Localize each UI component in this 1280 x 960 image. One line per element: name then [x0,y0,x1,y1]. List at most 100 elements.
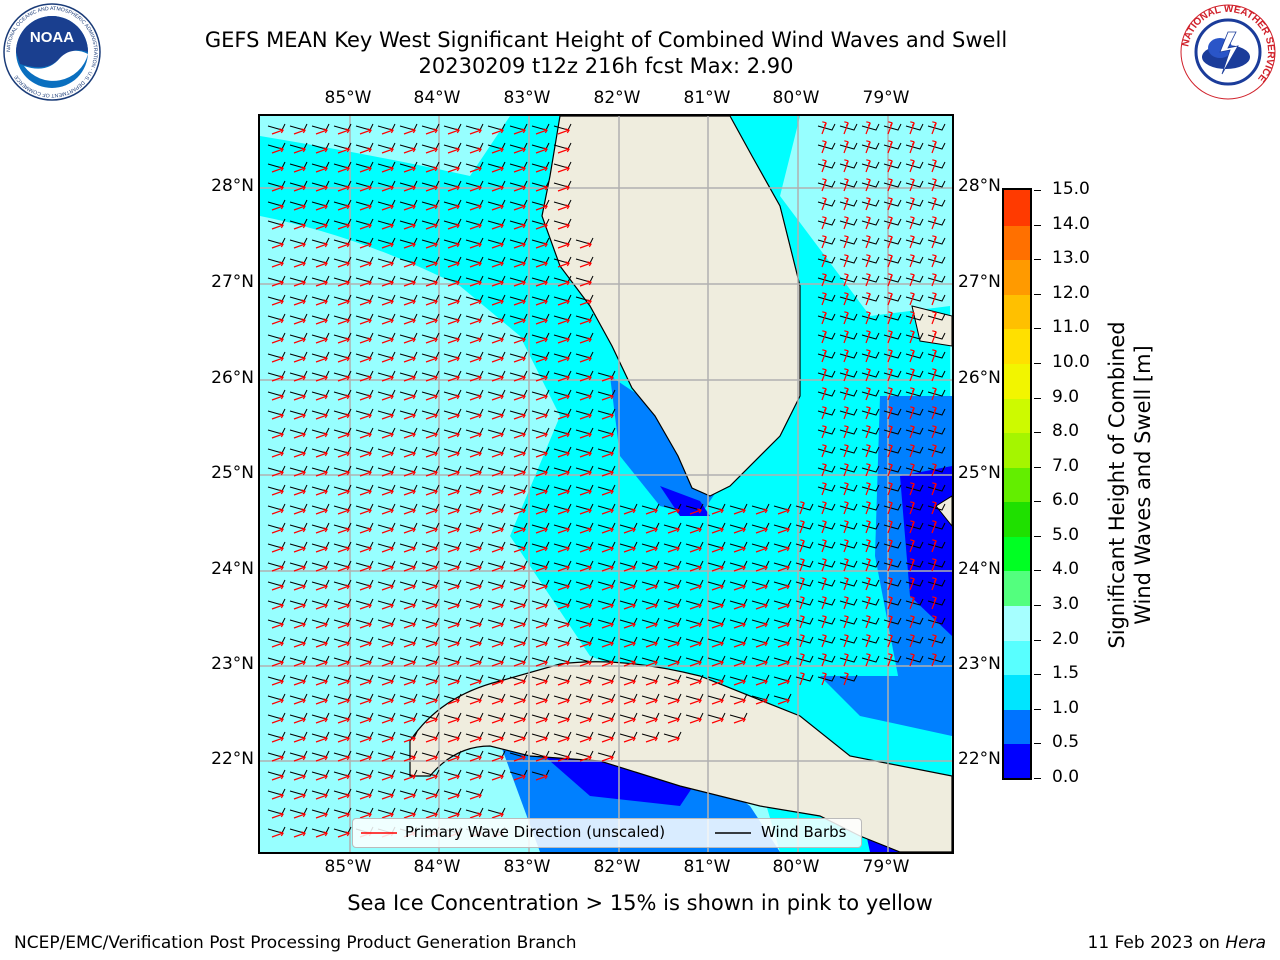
primary-wave-arrow [447,204,460,211]
primary-wave-arrow [491,318,504,325]
primary-wave-arrow [425,261,438,268]
primary-wave-arrow [931,387,937,401]
wind-barb [839,199,858,207]
primary-wave-arrow [865,292,871,306]
wave-height-map [260,116,952,852]
primary-wave-arrow [821,634,827,648]
primary-wave-arrow [469,736,482,743]
primary-wave-arrow [359,736,372,743]
primary-wave-arrow [381,432,394,439]
primary-wave-arrow [557,185,570,192]
primary-wave-arrow [381,793,394,800]
wind-barb [905,237,924,245]
primary-wave-arrow [843,672,849,686]
primary-wave-arrow [931,216,937,230]
primary-wave-arrow [623,508,636,515]
wind-barb [927,579,946,587]
primary-wave-arrow [821,672,827,686]
primary-wave-arrow [271,356,284,363]
wind-barb [905,465,924,473]
wind-barb [795,522,814,530]
primary-wave-arrow [315,755,328,762]
primary-wave-arrow [359,261,372,268]
primary-wave-arrow [601,641,614,648]
wind-barb [839,560,858,568]
primary-wave-arrow [491,185,504,192]
primary-wave-arrow [579,660,592,667]
wind-barb [839,218,858,226]
primary-wave-arrow [447,261,460,268]
primary-wave-arrow [337,755,350,762]
primary-wave-arrow [909,406,915,420]
wind-barb [839,541,858,549]
noaa-logo: NOAA NATIONAL OCEANIC AND ATMOSPHERIC AD… [3,3,101,101]
primary-wave-arrow [535,280,548,287]
wind-barb [817,142,836,150]
primary-wave-arrow [513,375,526,382]
primary-wave-arrow [711,622,724,629]
primary-wave-arrow [909,216,915,230]
wind-barb [927,370,946,378]
primary-wave-arrow [865,444,871,458]
primary-wave-arrow [755,660,768,667]
wind-barb [905,256,924,264]
primary-wave-arrow [909,235,915,249]
wind-barb [883,294,902,302]
primary-wave-arrow [381,679,394,686]
primary-wave-arrow [381,736,394,743]
primary-wave-arrow [733,603,746,610]
primary-wave-arrow [359,812,372,819]
wind-barb [927,123,946,131]
primary-wave-arrow [667,622,680,629]
primary-wave-arrow [579,565,592,572]
primary-wave-arrow [315,603,328,610]
wind-barb [817,636,836,644]
primary-wave-arrow [315,356,328,363]
primary-wave-arrow [843,539,849,553]
primary-wave-arrow [579,413,592,420]
primary-wave-arrow [601,679,614,686]
colorbar [1002,188,1032,780]
wind-barb [817,332,836,340]
primary-wave-arrow [711,679,724,686]
primary-wave-arrow [601,660,614,667]
primary-wave-arrow [469,413,482,420]
primary-wave-arrow [315,736,328,743]
primary-wave-arrow [821,463,827,477]
primary-wave-arrow [579,280,592,287]
primary-wave-arrow [557,147,570,154]
legend-primary-wave-label: Primary Wave Direction (unscaled) [405,823,666,841]
primary-wave-arrow [535,470,548,477]
primary-wave-arrow [359,128,372,135]
primary-wave-arrow [733,641,746,648]
primary-wave-arrow [293,698,306,705]
primary-wave-arrow [887,121,893,135]
wind-barb [839,180,858,188]
primary-wave-arrow [843,444,849,458]
primary-wave-arrow [293,546,306,553]
primary-wave-arrow [425,622,438,629]
primary-wave-arrow [557,622,570,629]
primary-wave-arrow [535,603,548,610]
primary-wave-arrow [821,387,827,401]
primary-wave-arrow [557,546,570,553]
primary-wave-arrow [403,546,416,553]
primary-wave-arrow [843,159,849,173]
primary-wave-arrow [887,482,893,496]
colorbar-segment [1004,743,1030,778]
primary-wave-arrow [381,774,394,781]
primary-wave-arrow [821,539,827,553]
primary-wave-arrow [293,622,306,629]
primary-wave-arrow [843,178,849,192]
primary-wave-arrow [403,584,416,591]
primary-wave-arrow [447,717,460,724]
primary-wave-arrow [865,577,871,591]
primary-wave-arrow [271,660,284,667]
wind-barb [839,123,858,131]
primary-wave-arrow [513,432,526,439]
colorbar-segment [1004,259,1030,295]
primary-wave-arrow [293,470,306,477]
primary-wave-arrow [711,660,724,667]
primary-wave-arrow [909,140,915,154]
colorbar-tick-label: 11.0 [1052,317,1090,338]
